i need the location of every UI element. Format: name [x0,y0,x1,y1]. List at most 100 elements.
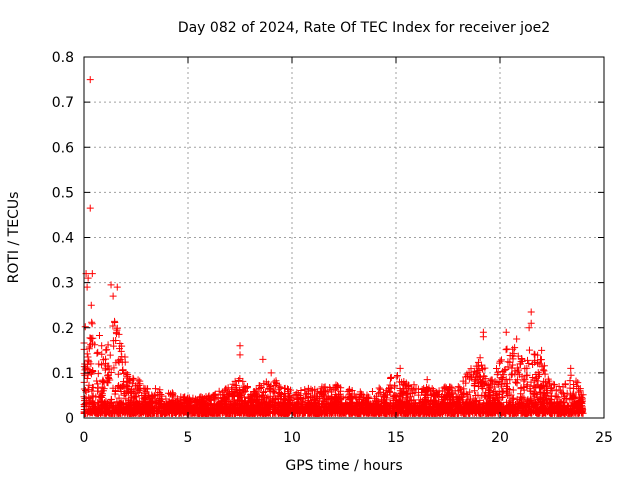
data-point [131,405,139,413]
data-point [307,398,315,406]
data-point [278,399,286,407]
data-point [118,358,126,366]
data-point [487,391,495,399]
data-point [515,366,523,374]
data-point [109,322,117,330]
data-point [253,391,261,399]
data-point [221,386,229,394]
outlier-point [236,351,244,359]
data-point [248,395,256,403]
data-point [169,390,177,398]
data-point [448,384,456,392]
data-point [393,373,401,381]
data-point [404,389,412,397]
data-point [318,383,326,391]
data-point [263,394,271,402]
data-point [133,382,141,390]
outlier-point [267,369,275,377]
data-point [398,406,406,414]
data-point [93,377,101,385]
data-point [105,362,113,370]
data-point [507,397,515,405]
data-point [197,408,205,416]
data-point [520,377,528,385]
data-point [523,381,531,389]
data-point [482,375,490,383]
y-tick-label: 0.8 [52,50,74,66]
data-point [315,400,323,408]
data-point [209,392,217,400]
data-point [551,409,559,417]
data-point [94,348,102,356]
data-point [119,382,127,390]
data-points [80,76,587,417]
data-point [576,385,584,393]
data-point [264,404,272,412]
data-point [382,406,390,414]
data-point [246,404,254,412]
data-point [472,409,480,417]
data-point [339,393,347,401]
data-point [477,373,485,381]
data-point [239,406,247,414]
data-point [144,385,152,393]
data-point [297,387,305,395]
data-point [306,400,314,408]
data-point [331,383,339,391]
outlier-point [87,301,95,309]
outlier-point [527,308,535,316]
data-point [525,359,533,367]
data-point [478,361,486,369]
data-point [473,368,481,376]
data-point [567,391,575,399]
data-point [478,379,486,387]
data-point [370,402,378,410]
data-point [541,396,549,404]
data-point [463,401,471,409]
data-point [112,359,120,367]
data-point [444,409,452,417]
data-point [506,408,514,416]
data-point [111,390,119,398]
data-point [506,400,514,408]
data-point [192,406,200,414]
data-point [83,350,91,358]
data-point [122,401,130,409]
data-point [513,409,521,417]
data-point [229,380,237,388]
data-point [106,376,114,384]
data-point [282,409,290,417]
data-point [82,364,90,372]
data-point [110,364,118,372]
outlier-point [84,274,92,282]
data-point [101,366,109,374]
data-point [541,409,549,417]
data-point [391,381,399,389]
data-point [323,404,331,412]
data-point [119,406,127,414]
data-point [134,376,142,384]
data-point [536,356,544,364]
data-point [116,399,124,407]
data-point [296,392,304,400]
data-point [321,387,329,395]
data-point [529,360,537,368]
outlier-point [83,283,91,291]
data-point [303,406,311,414]
outlier-point [513,335,521,343]
data-point [127,389,135,397]
data-point [114,403,122,411]
data-point [148,403,156,411]
data-point [326,385,334,393]
data-point [127,409,135,417]
data-point [529,373,537,381]
data-point [330,406,338,414]
data-point [232,401,240,409]
data-point [133,399,141,407]
data-point [83,374,91,382]
data-point [573,399,581,407]
data-point [550,403,558,411]
data-point [348,404,356,412]
data-point [124,372,132,380]
